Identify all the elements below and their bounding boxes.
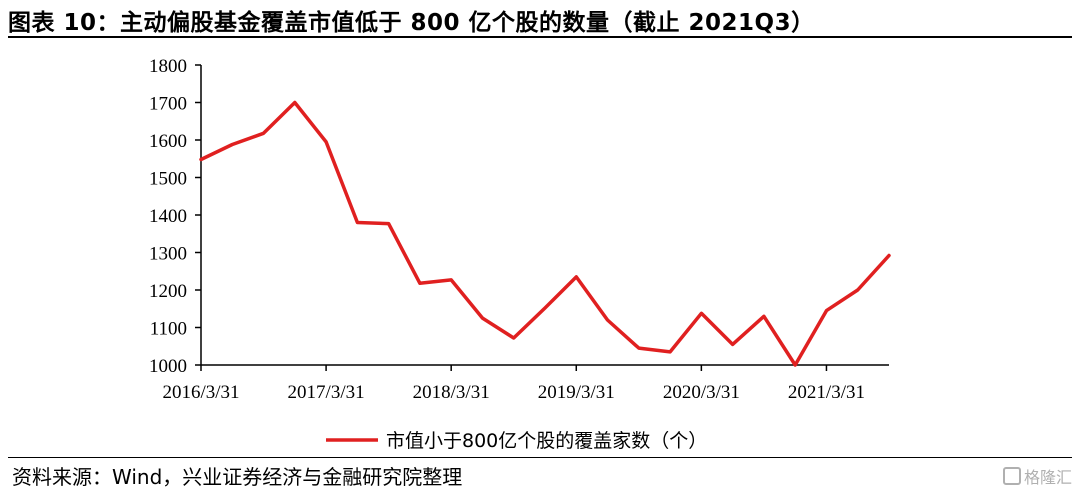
x-tick-label: 2016/3/31	[162, 382, 239, 403]
x-tick-label: 2018/3/31	[413, 382, 490, 403]
y-tick-label: 1700	[149, 94, 187, 115]
y-tick-label: 1800	[149, 56, 187, 77]
x-tick-label: 2019/3/31	[538, 382, 615, 403]
y-tick-label: 1500	[149, 169, 187, 190]
watermark-logo-icon	[1002, 467, 1021, 485]
x-tick-label: 2021/3/31	[788, 382, 865, 403]
y-tick-label: 1200	[149, 281, 187, 302]
y-tick-label: 1600	[149, 131, 187, 152]
legend-label: 市值小于800亿个股的覆盖家数（个）	[386, 430, 707, 452]
y-tick-label: 1300	[149, 244, 187, 265]
y-tick-label: 1400	[149, 206, 187, 227]
series-line	[199, 100, 891, 367]
watermark-text: 格隆汇	[1023, 468, 1072, 487]
title-divider	[8, 36, 1072, 38]
x-tick-label: 2020/3/31	[663, 382, 740, 403]
watermark: 格隆汇	[1002, 464, 1072, 488]
source-note: 资料来源：Wind，兴业证券经济与金融研究院整理	[12, 465, 463, 489]
y-tick-label: 1100	[150, 319, 187, 340]
source-divider	[8, 457, 1072, 458]
chart-title: 图表 10：主动偏股基金覆盖市值低于 800 亿个股的数量（截止 2021Q3）	[8, 10, 815, 36]
x-tick-label: 2017/3/31	[288, 382, 365, 403]
y-tick-label: 1000	[149, 356, 187, 377]
